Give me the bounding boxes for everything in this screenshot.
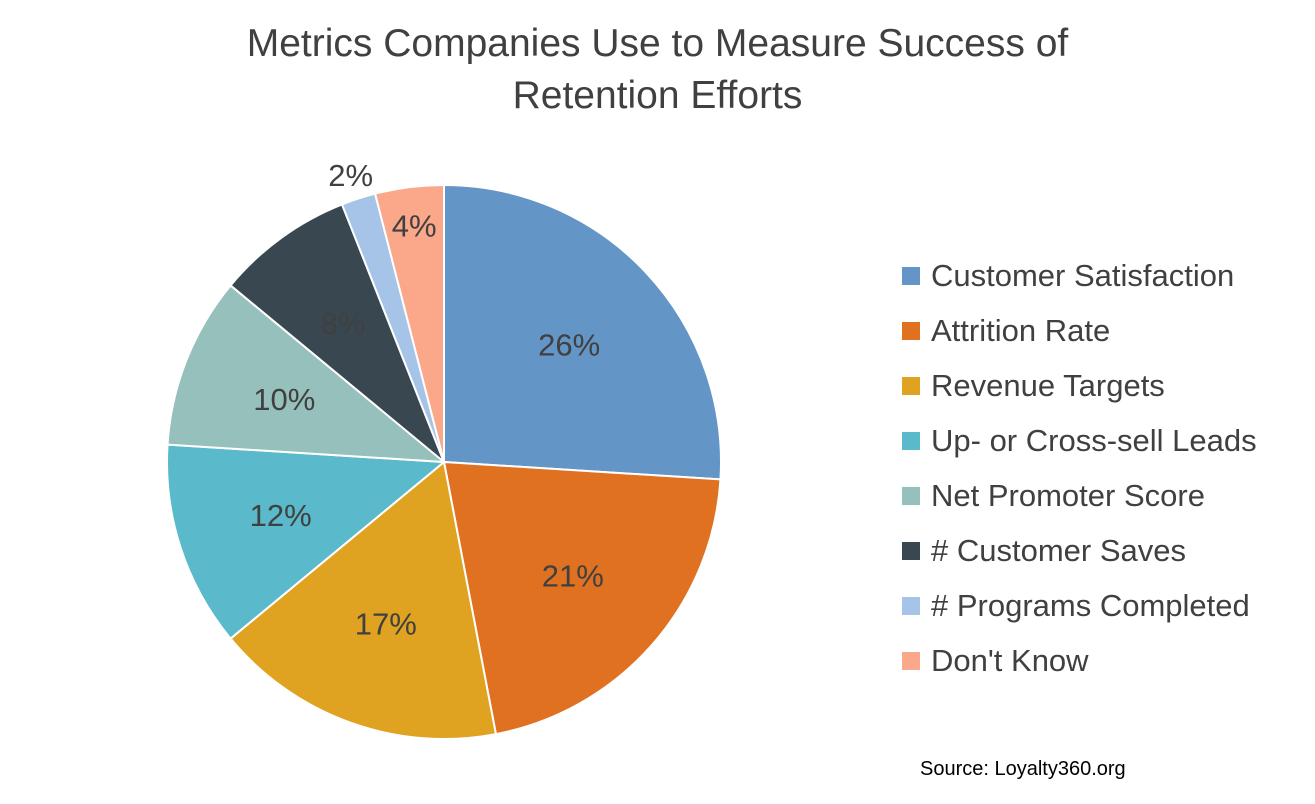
legend-item: Attrition Rate (902, 303, 1257, 358)
pie-slice-attrition-rate (442, 460, 722, 736)
source-note: Source: Loyalty360.org (920, 758, 1126, 780)
legend-item: # Customer Saves (902, 523, 1257, 578)
data-label: 8% (321, 306, 366, 341)
data-label: 26% (538, 327, 600, 362)
pie-slice-revenue-targets (229, 460, 498, 740)
legend-label: Customer Satisfaction (931, 257, 1235, 293)
legend-swatch (902, 431, 920, 450)
legend-swatch (902, 541, 920, 560)
legend-item: # Programs Completed (902, 578, 1257, 633)
chart-title-line-1: Metrics Companies Use to Measure Success… (246, 22, 1069, 65)
legend-label: Don't Know (931, 642, 1089, 678)
pie-slice-don-t-know (373, 183, 445, 463)
legend-swatch (902, 321, 920, 340)
pie-slice-up-or-cross-sell-leads (166, 443, 447, 640)
legend-label: Revenue Targets (931, 367, 1165, 403)
legend-label: # Customer Saves (931, 532, 1186, 568)
legend-label: Net Promoter Score (931, 477, 1205, 513)
data-label: 4% (392, 209, 437, 244)
data-label: 21% (542, 559, 604, 594)
legend-item: Net Promoter Score (902, 468, 1257, 523)
legend: Customer Satisfaction Attrition Rate Reven… (902, 248, 1257, 688)
legend-swatch (902, 376, 920, 395)
legend-swatch (902, 651, 920, 670)
legend-swatch (902, 266, 920, 285)
chart-title-line-2: Retention Efforts (512, 74, 803, 117)
data-label: 10% (253, 382, 315, 417)
legend-label: Up- or Cross-sell Leads (931, 422, 1257, 458)
legend-label: Attrition Rate (931, 312, 1111, 348)
legend-item: Customer Satisfaction (902, 248, 1257, 303)
legend-swatch (902, 596, 920, 615)
chart-title: Metrics Companies Use to Measure Success… (0, 18, 1315, 122)
pie-slice-customer-saves (229, 203, 445, 463)
legend-item: Don't Know (902, 633, 1257, 688)
pie-slice-net-promoter-score (166, 284, 448, 464)
legend-label: # Programs Completed (931, 587, 1250, 623)
legend-swatch (902, 486, 920, 505)
data-label: 12% (250, 498, 312, 533)
pie-slice-customer-satisfaction (443, 183, 722, 481)
data-label: 2% (328, 158, 373, 193)
legend-item: Revenue Targets (902, 358, 1257, 413)
data-label: 17% (355, 607, 417, 642)
pie-chart: 26% 21% 17% 12% 10% 8% 2% 4% (166, 158, 722, 740)
legend-item: Up- or Cross-sell Leads (902, 413, 1257, 468)
